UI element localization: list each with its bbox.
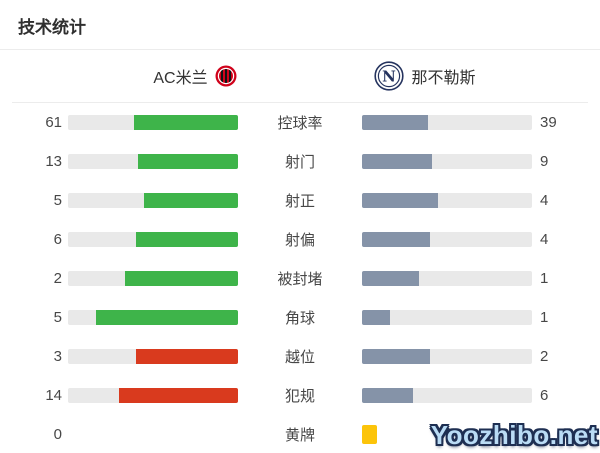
watermark: Yoozhibo.net (430, 420, 598, 450)
home-bar (68, 232, 238, 247)
away-bar (362, 271, 532, 286)
away-bar (362, 349, 532, 364)
stat-row-shots: 13 射门 9 (0, 142, 600, 181)
stat-label: 越位 (284, 349, 315, 366)
away-bar-fill (362, 388, 413, 403)
away-value: 4 (540, 231, 549, 248)
home-bar-fill (143, 193, 238, 208)
home-bar (68, 193, 238, 208)
ac-milan-crest-icon (215, 65, 237, 87)
away-value: 1 (540, 309, 549, 326)
away-bar (362, 115, 532, 130)
empty-home-bar-slot (62, 427, 238, 442)
home-value: 5 (53, 309, 62, 326)
away-value: 2 (540, 348, 549, 365)
divider-header (12, 102, 588, 103)
home-bar (68, 310, 238, 325)
away-bar-fill (362, 232, 430, 247)
away-bar-fill (362, 115, 429, 130)
home-bar-fill (124, 271, 238, 286)
away-value: 39 (540, 114, 557, 131)
home-team-header: AC米兰 (100, 50, 290, 102)
away-bar-fill (362, 310, 391, 325)
divider-top (0, 49, 600, 50)
stat-row-possession: 61 控球率 39 (0, 103, 600, 142)
stat-label: 射门 (284, 154, 315, 171)
stat-row-blocked: 2 被封堵 1 (0, 259, 600, 298)
stat-row-shots-on-target: 5 射正 4 (0, 181, 600, 220)
away-card-slot (362, 425, 532, 444)
home-bar-fill (136, 349, 238, 364)
home-bar (68, 349, 238, 364)
home-bar-fill (137, 154, 238, 169)
home-bar-fill (136, 232, 238, 247)
away-value: 1 (540, 270, 549, 287)
page-title: 技术统计 (18, 18, 86, 37)
away-bar (362, 310, 532, 325)
home-value: 5 (53, 192, 62, 209)
stats-rows: 61 控球率 39 13 射门 9 5 射正 4 6 射偏 4 (0, 103, 600, 453)
home-value: 61 (45, 114, 62, 131)
home-value: 14 (45, 387, 62, 404)
away-bar-fill (362, 193, 438, 208)
home-bar-fill (119, 388, 238, 403)
away-value: 4 (540, 192, 549, 209)
yellow-card-icon (362, 425, 377, 444)
napoli-crest-icon: N (374, 61, 405, 91)
away-bar (362, 154, 532, 169)
home-bar (68, 154, 238, 169)
stat-label: 射正 (284, 193, 315, 210)
home-team-name: AC米兰 (153, 70, 208, 87)
stat-row-offsides: 3 越位 2 (0, 337, 600, 376)
stat-label: 犯规 (284, 388, 315, 405)
away-bar (362, 193, 532, 208)
away-team-header: N 那不勒斯 (330, 50, 520, 102)
home-value: 2 (53, 270, 62, 287)
home-bar (68, 115, 238, 130)
away-value: 9 (540, 153, 549, 170)
stat-label: 角球 (284, 310, 315, 327)
stat-row-fouls: 14 犯规 6 (0, 376, 600, 415)
stat-row-corners: 5 角球 1 (0, 298, 600, 337)
home-value: 6 (53, 231, 62, 248)
stat-label: 控球率 (277, 115, 323, 132)
teams-header: AC米兰 (0, 50, 600, 102)
home-value: 0 (53, 426, 62, 443)
stat-row-shots-off-target: 6 射偏 4 (0, 220, 600, 259)
away-team-name: 那不勒斯 (411, 70, 476, 87)
stat-label: 黄牌 (284, 427, 315, 444)
home-bar-fill (134, 115, 238, 130)
home-value: 13 (45, 153, 62, 170)
stat-label: 射偏 (284, 232, 315, 249)
stat-label: 被封堵 (277, 271, 323, 288)
home-value: 3 (53, 348, 62, 365)
away-bar (362, 388, 532, 403)
svg-text:N: N (383, 67, 397, 85)
away-bar (362, 232, 532, 247)
stat-row-yellow-cards: 0 黄牌 (0, 415, 600, 453)
away-bar-fill (362, 154, 432, 169)
home-bar (68, 271, 238, 286)
home-bar-fill (96, 310, 238, 325)
away-bar-fill (362, 349, 430, 364)
home-bar (68, 388, 238, 403)
away-bar-fill (362, 271, 419, 286)
away-value: 6 (540, 387, 549, 404)
